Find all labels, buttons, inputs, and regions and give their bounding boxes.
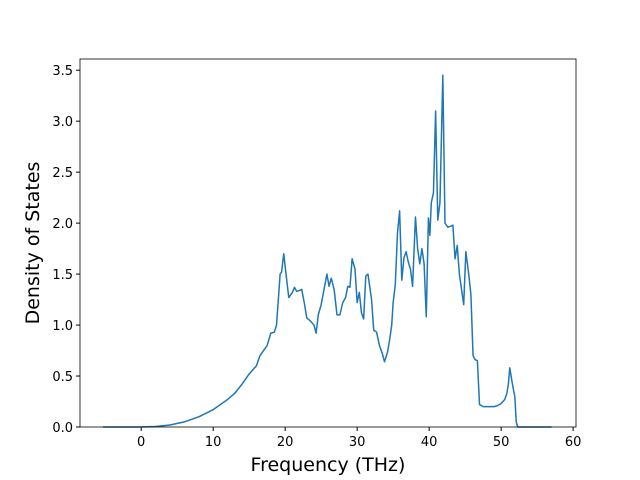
y-tick-label: 2.5 [52, 166, 73, 181]
x-axis-label: Frequency (THz) [251, 454, 406, 476]
y-tick-label: 1.0 [52, 319, 73, 334]
y-tick-label: 1.5 [52, 268, 73, 283]
x-tick-label: 60 [565, 435, 582, 450]
x-tick-label: 50 [493, 435, 510, 450]
x-tick-label: 40 [421, 435, 438, 450]
y-tick-label: 0.5 [52, 370, 73, 385]
dos-line [103, 74, 552, 428]
y-axis-label: Density of States [22, 162, 44, 325]
y-tick-label: 3.5 [52, 64, 73, 79]
x-tick-label: 10 [205, 435, 222, 450]
y-tick-label: 2.0 [52, 217, 73, 232]
y-tick-label: 3.0 [52, 115, 73, 130]
x-tick-label: 20 [277, 435, 294, 450]
y-tick-label: 0.0 [52, 421, 73, 436]
x-tick-label: 30 [349, 435, 366, 450]
x-tick-label: 0 [137, 435, 145, 450]
plot-frame [79, 58, 577, 428]
